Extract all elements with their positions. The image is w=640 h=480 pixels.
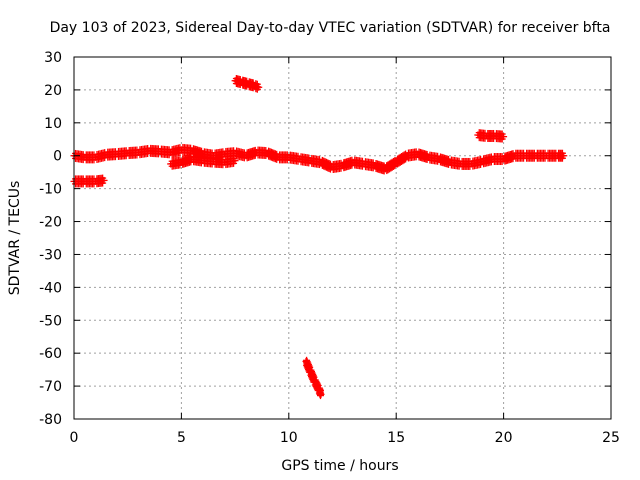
y-axis-label: SDTVAR / TECUs xyxy=(7,181,23,296)
data-point xyxy=(317,390,325,398)
series-4 xyxy=(474,129,508,143)
series-5 xyxy=(302,356,325,400)
series-1 xyxy=(167,153,239,170)
x-tick-label: 0 xyxy=(70,430,79,446)
y-tick-label: 0 xyxy=(53,149,62,165)
y-tick-label: 10 xyxy=(44,116,62,132)
y-tick-label: -70 xyxy=(39,379,62,395)
plot-frame xyxy=(73,56,612,420)
y-tick-label: -50 xyxy=(39,313,62,329)
y-tick-label: -30 xyxy=(39,247,62,263)
grid-lines xyxy=(74,57,611,419)
axis-ticks: 0 5 10 15 20 25 -80 -70 -60 -50 -40 -30 -20 -10 0 10 20 3… xyxy=(39,50,620,446)
series-0 xyxy=(70,143,568,175)
data-point xyxy=(255,83,263,91)
x-axis-label: GPS time / hours xyxy=(281,458,398,474)
data-point-interp xyxy=(313,380,321,388)
x-tick-label: 10 xyxy=(280,430,298,446)
data-point-interp xyxy=(253,80,261,88)
data-point xyxy=(500,133,508,141)
y-tick-label: 30 xyxy=(44,50,62,66)
y-tick-label: -60 xyxy=(39,346,62,362)
series-2 xyxy=(70,174,108,188)
x-tick-label: 25 xyxy=(602,430,620,446)
y-tick-label: -10 xyxy=(39,182,62,198)
series-3 xyxy=(231,75,263,93)
x-tick-label: 15 xyxy=(387,430,405,446)
x-tick-label: 5 xyxy=(177,430,186,446)
y-tick-label: -40 xyxy=(39,280,62,296)
x-tick-label: 20 xyxy=(495,430,513,446)
chart-title: Day 103 of 2023, Sidereal Day-to-day VTE… xyxy=(50,20,611,36)
y-tick-label: -80 xyxy=(39,412,62,428)
data-point xyxy=(231,157,239,165)
data-point xyxy=(100,176,108,184)
data-series xyxy=(70,75,568,400)
data-point xyxy=(560,152,568,160)
y-tick-label: 20 xyxy=(44,83,62,99)
y-tick-label: -20 xyxy=(39,215,62,231)
